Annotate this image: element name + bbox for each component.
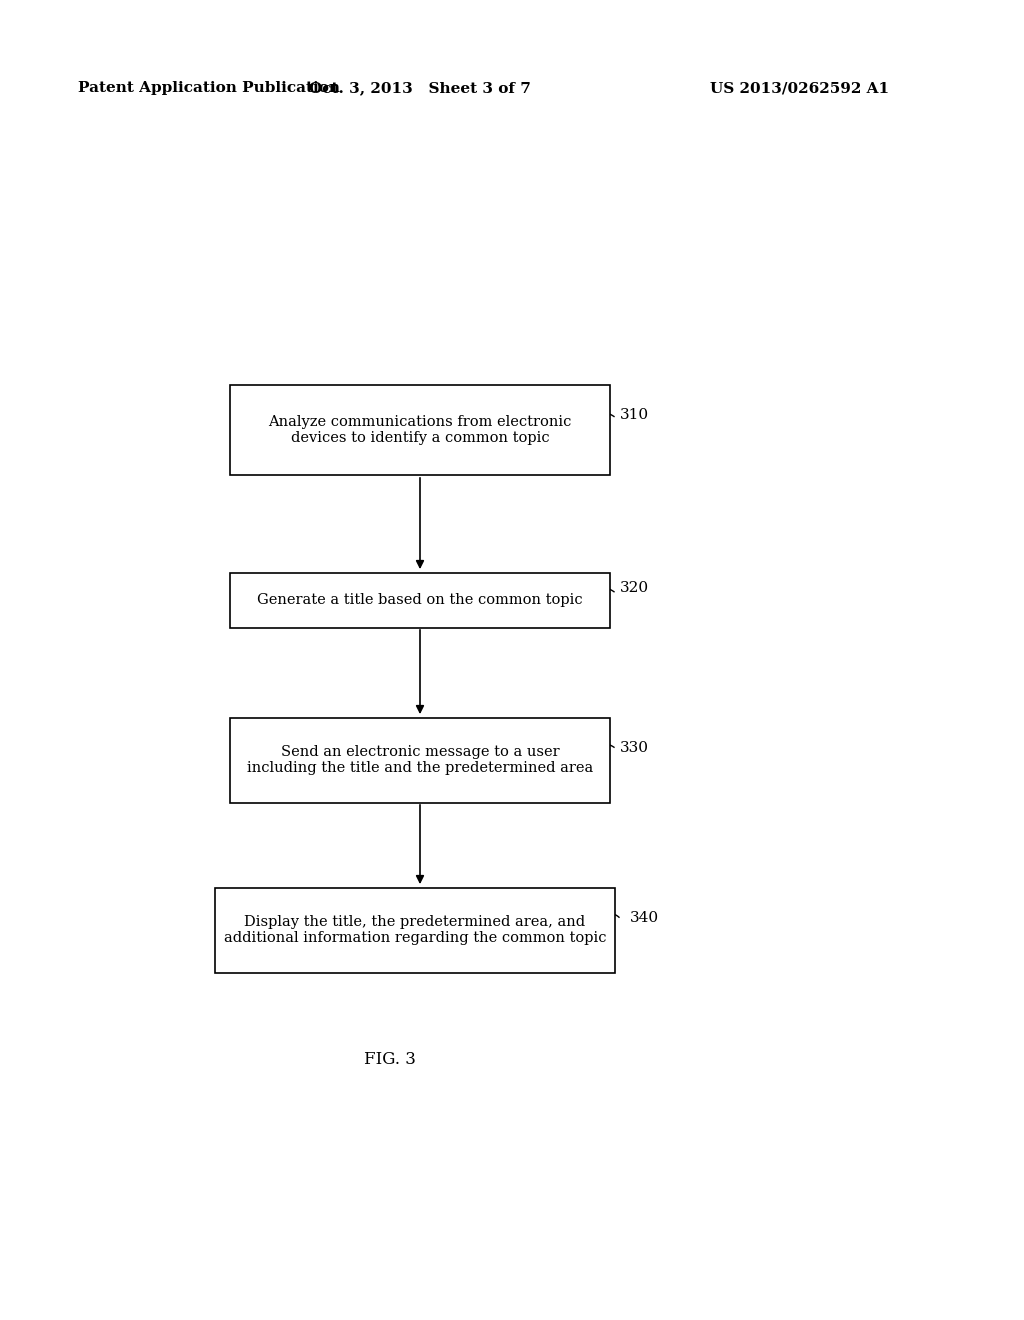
Text: US 2013/0262592 A1: US 2013/0262592 A1 bbox=[710, 81, 889, 95]
Text: Generate a title based on the common topic: Generate a title based on the common top… bbox=[257, 593, 583, 607]
Text: Analyze communications from electronic
devices to identify a common topic: Analyze communications from electronic d… bbox=[268, 414, 571, 445]
Bar bbox=[230, 718, 610, 803]
Text: Display the title, the predetermined area, and
additional information regarding : Display the title, the predetermined are… bbox=[224, 915, 606, 945]
Text: 310: 310 bbox=[620, 408, 649, 422]
Text: Send an electronic message to a user
including the title and the predetermined a: Send an electronic message to a user inc… bbox=[247, 744, 593, 775]
Bar bbox=[230, 385, 610, 475]
Text: FIG. 3: FIG. 3 bbox=[365, 1052, 416, 1068]
Bar bbox=[215, 887, 615, 973]
Text: 340: 340 bbox=[630, 911, 659, 925]
Text: 330: 330 bbox=[620, 741, 649, 755]
Text: Oct. 3, 2013   Sheet 3 of 7: Oct. 3, 2013 Sheet 3 of 7 bbox=[309, 81, 530, 95]
Text: 320: 320 bbox=[620, 581, 649, 595]
Bar bbox=[230, 573, 610, 627]
Text: Patent Application Publication: Patent Application Publication bbox=[78, 81, 340, 95]
